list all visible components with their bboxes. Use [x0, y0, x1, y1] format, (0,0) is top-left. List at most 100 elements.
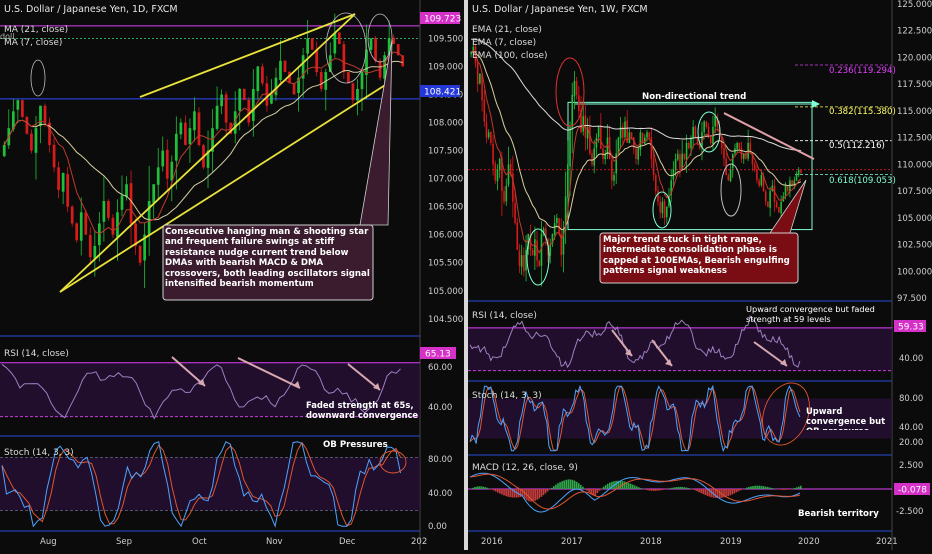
right-macd-hist [602, 486, 605, 489]
right-legend-ema7: EMA (7, close) [472, 38, 536, 48]
right-candle [496, 169, 499, 182]
right-macd-hist [667, 488, 669, 490]
left-candle [120, 195, 124, 210]
left-candle [211, 128, 214, 152]
right-candle [635, 148, 637, 160]
right-candle [687, 142, 690, 149]
left-x-tick-oct: Oct [192, 537, 207, 547]
right-macd-hist [499, 489, 501, 494]
left-candle [93, 245, 97, 259]
right-macd-hist [671, 487, 673, 489]
right-stoch-label: Stoch (14, 3, 3) [472, 391, 542, 401]
left-x-tick-aug: Aug [40, 537, 57, 547]
left-candle [107, 201, 110, 218]
left-daily-chart: U.S. Dollar / Japanese Yen, 1D, FXCM MA … [0, 0, 464, 550]
right-candle [685, 142, 688, 161]
right-candle [716, 116, 719, 127]
left-candle [206, 150, 210, 168]
right-candle [643, 137, 646, 144]
right-macd-hist [662, 489, 665, 490]
left-rsi-arrow-2 [347, 363, 381, 391]
right-rsi-note: Upward convergence but faded strength at… [746, 304, 875, 324]
right-macd-hist [679, 486, 682, 489]
left-candle [247, 99, 251, 123]
right-weekly-chart: U.S. Dollar / Japanese Yen, 1W, FXCM EMA… [468, 0, 932, 550]
left-price-axis-label: 106.500 [428, 203, 463, 213]
left-candle [333, 32, 337, 54]
right-candle [800, 169, 802, 173]
left-candle [30, 133, 33, 151]
right-macd-hist [685, 487, 688, 489]
left-candle [288, 71, 291, 84]
right-candle [758, 180, 760, 186]
panel-divider [464, 0, 468, 550]
right-candle [540, 233, 543, 266]
right-callout-box [599, 232, 799, 284]
fib-0382: 0.382(115.380) [829, 107, 896, 117]
right-macd-hist [687, 488, 690, 489]
left-candle [292, 82, 296, 95]
left-title: U.S. Dollar / Japanese Yen, 1D, FXCM [4, 4, 178, 15]
left-candle [134, 223, 137, 246]
right-candle [630, 132, 633, 138]
right-candle [756, 169, 758, 181]
right-macd-hist [777, 489, 779, 490]
right-macd-hist [640, 488, 642, 489]
right-macd-note: Bearish territory [798, 509, 879, 519]
right-macd-hist [517, 489, 520, 498]
left-ma7-line [3, 51, 404, 235]
right-candle [505, 185, 508, 202]
right-macd-hist [476, 486, 478, 489]
right-candle [551, 233, 554, 244]
right-candle [617, 137, 620, 154]
right-macd-hist [692, 489, 694, 490]
left-candle [184, 122, 187, 145]
right-stoch-note: Upward convergence but OB pressures [806, 406, 886, 430]
left-price-axis-label: 106.000 [428, 231, 463, 241]
right-candle [650, 137, 653, 160]
right-macd-hist [772, 488, 775, 489]
right-macd-hist [669, 488, 671, 489]
right-callout-text: Major trend stuck in tight range, interm… [603, 235, 790, 277]
right-candle [501, 157, 503, 192]
right-stoch-k [469, 384, 801, 453]
right-ellipse-2019 [720, 163, 742, 217]
right-down-trendline [723, 112, 815, 160]
right-candle [586, 126, 589, 139]
left-candle [156, 167, 160, 185]
right-candle [723, 147, 725, 160]
right-candle [571, 94, 574, 130]
right-macd-line [469, 472, 801, 513]
right-candle [527, 233, 530, 250]
left-price-tag-top [420, 12, 460, 24]
left-candle [319, 72, 323, 89]
right-price-axis-label: 117.500 [897, 80, 932, 90]
left-price-axis-label: 105.500 [428, 259, 463, 269]
right-macd-hist [611, 481, 613, 489]
right-macd-hist [507, 489, 510, 497]
right-candle [727, 175, 730, 181]
right-macd-hist [623, 481, 626, 489]
right-rsi-line [469, 314, 801, 369]
right-candle [595, 137, 598, 148]
right-candle [663, 200, 666, 218]
right-macd-hist [600, 488, 603, 490]
left-candle [220, 94, 223, 107]
right-macd-hist [588, 489, 590, 493]
right-macd-hist [474, 487, 476, 489]
right-candle [674, 159, 677, 170]
right-candle [692, 126, 694, 139]
right-macd-hist [575, 481, 578, 489]
right-candle [661, 201, 664, 214]
right-macd-hist [754, 485, 756, 489]
right-x-axis: 2016 2017 2018 2019 2020 2021 [481, 537, 898, 547]
right-candle [481, 73, 483, 101]
right-candle [729, 169, 732, 182]
right-macd-hist [750, 486, 752, 489]
right-x-tick-2019: 2019 [720, 537, 742, 547]
right-candle [698, 142, 701, 149]
right-candle [789, 180, 791, 192]
left-legend-ma7: MA (7, close) [4, 38, 62, 48]
fib-05: 0.5(112.216) [829, 141, 885, 151]
left-channel-upper-2 [139, 13, 356, 98]
